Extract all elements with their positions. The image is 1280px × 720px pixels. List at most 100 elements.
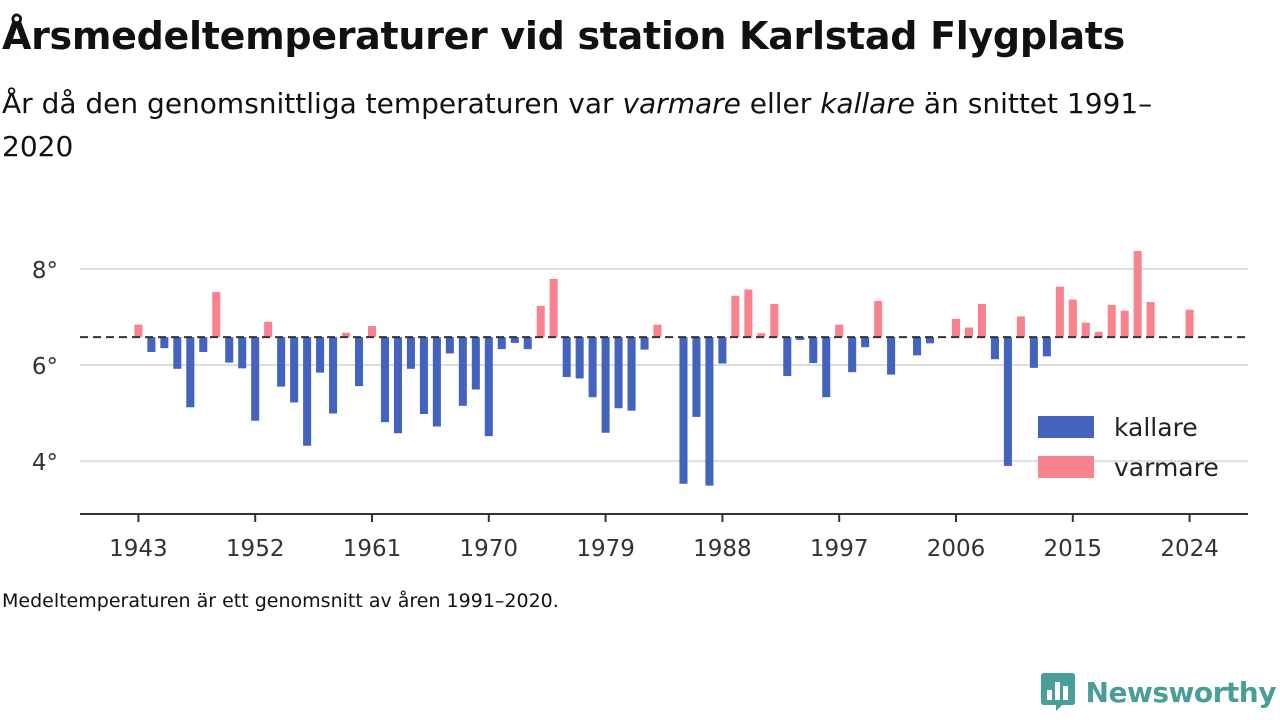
y-tick-label: 4° <box>32 450 58 476</box>
x-tick-label: 1979 <box>576 536 635 562</box>
bar-kallare <box>277 337 286 387</box>
bar-varmare <box>1081 322 1090 338</box>
bar-kallare <box>926 337 935 344</box>
brand-logo: Newsworthy <box>1040 672 1277 712</box>
bar-varmare <box>653 324 662 338</box>
x-tick-label: 1997 <box>810 536 869 562</box>
bar-kallare <box>458 337 467 406</box>
bar-kallare <box>199 337 208 353</box>
bar-kallare <box>251 337 260 421</box>
bar-kallare <box>679 337 688 484</box>
bar-kallare <box>354 337 364 387</box>
bar-kallare <box>783 337 792 377</box>
x-tick-label: 2006 <box>927 536 986 562</box>
bar-kallare <box>147 337 156 353</box>
bar-varmare <box>977 303 986 338</box>
bar-kallare <box>510 337 519 343</box>
subtitle-text-3: än snittet 1991–2020 <box>2 87 1153 163</box>
bar-kallare <box>861 337 870 348</box>
bar-kallare <box>329 337 338 414</box>
subtitle-cold-word: kallare <box>820 87 916 120</box>
bar-kallare <box>186 337 195 408</box>
bar-varmare <box>744 289 753 338</box>
bar-kallare <box>990 337 999 360</box>
bar-varmare <box>1068 299 1077 338</box>
bar-kallare <box>445 337 454 354</box>
bar-kallare <box>238 337 247 369</box>
bar-kallare <box>913 337 922 356</box>
bar-varmare <box>757 333 766 338</box>
x-tick-label: 1970 <box>460 536 519 562</box>
bar-kallare <box>627 337 636 411</box>
subtitle-text-2: eller <box>740 87 821 120</box>
bar-kallare <box>848 337 857 373</box>
bar-varmare <box>367 326 377 338</box>
legend-label-kallare: kallare <box>1114 413 1198 442</box>
bar-varmare <box>1107 304 1116 338</box>
bar-varmare <box>964 327 974 338</box>
bar-varmare <box>1185 309 1194 338</box>
x-tick-label: 2024 <box>1160 536 1219 562</box>
bar-kallare <box>822 337 831 398</box>
bar-varmare <box>134 324 143 338</box>
bar-kallare <box>692 337 701 417</box>
bar-kallare <box>796 337 805 340</box>
bar-kallare <box>419 337 428 415</box>
bar-kallare <box>1029 337 1038 368</box>
bar-kallare <box>484 337 493 437</box>
y-tick-label: 8° <box>32 258 58 284</box>
bar-varmare <box>835 324 844 338</box>
bar-kallare <box>497 337 506 350</box>
bar-kallare <box>432 337 441 427</box>
bar-kallare <box>303 337 312 446</box>
bar-kallare <box>316 337 325 373</box>
bar-varmare <box>874 301 883 338</box>
bar-varmare <box>1146 302 1155 338</box>
bar-kallare <box>471 337 480 390</box>
bar-varmare <box>549 278 558 338</box>
bar-varmare <box>1133 251 1142 338</box>
bar-kallare <box>887 337 896 375</box>
newsworthy-logo-icon <box>1040 673 1075 711</box>
chart-footnote: Medeltemperaturen är ett genomsnitt av å… <box>2 590 559 612</box>
bar-kallare <box>1003 337 1012 466</box>
bar-kallare <box>809 337 818 364</box>
bar-varmare <box>1016 316 1025 338</box>
bar-varmare <box>1055 286 1064 338</box>
bar-kallare <box>575 337 584 379</box>
x-tick-label: 1988 <box>693 536 752 562</box>
bar-varmare <box>342 332 351 338</box>
x-tick-label: 1961 <box>343 536 402 562</box>
bar-kallare <box>705 337 714 486</box>
bar-varmare <box>731 295 740 338</box>
brand-name: Newsworthy <box>1085 675 1277 709</box>
legend-swatch-varmare <box>1038 456 1094 478</box>
bar-kallare <box>1042 337 1051 357</box>
legend-label-varmare: varmare <box>1114 453 1219 482</box>
bar-varmare <box>951 318 961 338</box>
bar-varmare <box>770 303 779 338</box>
bar-kallare <box>406 337 415 369</box>
page-title: Årsmedeltemperaturer vid station Karlsta… <box>2 14 1125 58</box>
bar-kallare <box>380 337 390 423</box>
bar-kallare <box>601 337 610 433</box>
bar-kallare <box>160 337 169 349</box>
y-tick-label: 6° <box>32 354 58 380</box>
chart-subtitle: År då den genomsnittliga temperaturen va… <box>2 82 1202 168</box>
bar-kallare <box>718 337 727 364</box>
legend-swatch-kallare <box>1038 416 1094 438</box>
bar-varmare <box>1094 331 1103 338</box>
subtitle-warm-word: varmare <box>622 87 741 120</box>
bar-varmare <box>536 305 545 338</box>
x-tick-label: 2015 <box>1044 536 1103 562</box>
bar-kallare <box>562 337 571 377</box>
bar-varmare <box>264 321 273 338</box>
bar-kallare <box>614 337 623 409</box>
bar-kallare <box>588 337 597 398</box>
bar-kallare <box>225 337 234 363</box>
bar-kallare <box>523 337 532 350</box>
x-tick-label: 1943 <box>109 536 168 562</box>
x-tick-label: 1952 <box>226 536 285 562</box>
bar-kallare <box>393 337 402 434</box>
bar-varmare <box>1120 310 1129 338</box>
